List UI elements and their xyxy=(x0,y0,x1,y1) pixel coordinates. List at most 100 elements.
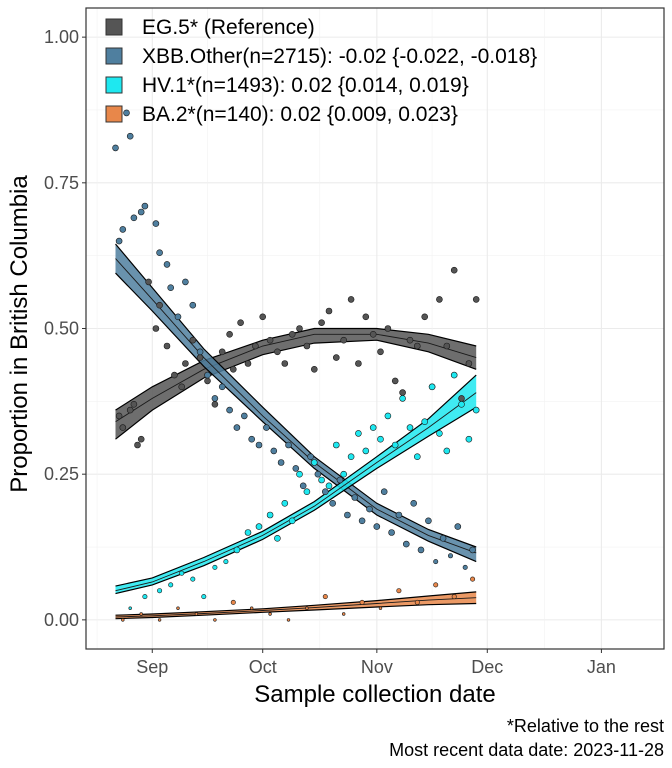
series-1-data-point xyxy=(351,494,359,501)
series-0-data-point xyxy=(237,319,244,327)
y-tick-label: 0.25 xyxy=(44,464,79,484)
series-1-data-point xyxy=(344,511,351,519)
x-tick-label: Dec xyxy=(471,657,503,677)
series-3-data-point xyxy=(213,618,217,622)
x-tick-label: Oct xyxy=(249,657,277,677)
series-1-data-point xyxy=(299,482,307,490)
series-0-data-point xyxy=(266,336,274,344)
caption-data-date: Most recent data date: 2023-11-28 xyxy=(389,740,664,760)
series-2-data-point xyxy=(223,559,229,565)
y-axis-title: Proportion in British Columbia xyxy=(6,175,33,493)
series-2-data-point xyxy=(362,447,370,455)
series-2-data-point xyxy=(450,371,458,379)
series-1-data-point xyxy=(241,412,248,420)
series-3-fit-line xyxy=(115,597,477,618)
series-1-data-point xyxy=(248,435,255,443)
x-axis-title: Sample collection date xyxy=(254,681,495,708)
series-1-data-point xyxy=(321,488,329,496)
series-1-data-point xyxy=(123,109,130,117)
legend-swatch xyxy=(105,47,123,65)
series-3-data-point xyxy=(121,618,125,622)
series-2-data-point xyxy=(421,418,429,426)
series-1-data-point xyxy=(115,237,123,245)
series-2-data-point xyxy=(266,511,274,519)
series-3-data-point xyxy=(451,594,457,600)
series-2-data-point xyxy=(399,395,406,402)
series-0-data-point xyxy=(178,383,185,391)
series-3-data-point xyxy=(268,612,272,616)
series-1-data-point xyxy=(410,499,418,507)
series-0-data-point xyxy=(325,307,333,315)
series-2-data-point xyxy=(384,412,392,420)
data-points xyxy=(112,109,480,622)
series-0-data-point xyxy=(318,319,325,327)
series-1-data-point xyxy=(189,301,197,309)
series-0-data-point xyxy=(288,330,296,338)
series-1-data-point xyxy=(373,523,381,530)
series-2-data-point xyxy=(212,564,218,570)
series-1-data-point xyxy=(226,406,233,414)
series-2-data-point xyxy=(332,441,340,449)
series-0-data-point xyxy=(211,400,219,408)
series-0-data-point xyxy=(281,360,289,367)
series-2-fit-line xyxy=(115,392,477,592)
series-1-data-point xyxy=(119,226,127,233)
series-2-data-point xyxy=(288,517,296,525)
legend-label: HV.1*(n=1493): 0.02 {0.014, 0.019} xyxy=(142,74,469,97)
series-1-data-point xyxy=(218,383,226,391)
series-3-data-point xyxy=(139,612,143,616)
series-0-data-point xyxy=(377,348,384,356)
series-1-data-point xyxy=(196,348,204,356)
series-0-data-point xyxy=(126,406,134,414)
series-1-data-point xyxy=(454,523,462,530)
series-0-data-point xyxy=(340,336,348,344)
series-0-data-point xyxy=(421,313,429,321)
series-3-data-point xyxy=(396,588,402,594)
series-3-data-point xyxy=(322,594,328,600)
series-1-data-point xyxy=(204,371,211,379)
series-3-data-point xyxy=(414,599,420,605)
series-3-lower-bound-line xyxy=(115,602,477,620)
series-1-data-point xyxy=(233,424,241,431)
series-3-data-point xyxy=(470,576,476,582)
series-0-data-point xyxy=(413,342,421,350)
series-0-data-point xyxy=(218,348,226,356)
series-2-data-point xyxy=(157,588,163,594)
caption-relative-note: *Relative to the rest xyxy=(507,716,664,736)
series-1-data-point xyxy=(130,214,138,222)
legend: EG.5* (Reference) XBB.Other(n=2715): -0.0… xyxy=(105,16,537,126)
series-2-data-point xyxy=(318,476,325,484)
series-0-data-point xyxy=(156,301,163,309)
series-2-data-point xyxy=(458,400,465,408)
legend-swatch xyxy=(105,105,123,123)
series-0-data-point xyxy=(465,360,473,367)
series-1-data-point xyxy=(329,499,337,507)
series-1-data-point xyxy=(395,511,403,519)
series-1-data-point xyxy=(402,540,410,548)
series-1-upper-bound-line xyxy=(115,243,477,548)
series-1-data-point xyxy=(112,144,119,152)
series-2-data-point xyxy=(255,523,263,530)
legend-swatch xyxy=(105,76,123,94)
series-3-data-point xyxy=(359,599,365,605)
series-3-data-point xyxy=(194,612,199,616)
legend-label: XBB.Other(n=2715): -0.02 {-0.022, -0.018… xyxy=(142,45,537,68)
series-2-data-point xyxy=(201,594,207,600)
series-1-data-point xyxy=(336,476,344,484)
series-2-data-point xyxy=(325,482,333,490)
series-0-data-point xyxy=(163,342,171,350)
series-1-data-point xyxy=(270,447,278,455)
series-0-data-point xyxy=(458,395,465,402)
series-0-data-point xyxy=(406,336,414,344)
series-1-data-point xyxy=(182,278,189,286)
series-2-lower-bound-line xyxy=(115,406,477,595)
series-2-data-point xyxy=(281,499,289,507)
series-2-data-point xyxy=(413,453,421,461)
series-0-data-point xyxy=(171,371,178,379)
series-1-data-point xyxy=(152,220,160,227)
series-0-data-point xyxy=(226,330,233,338)
series-0-data-point xyxy=(362,313,370,321)
series-1-data-point xyxy=(167,284,174,292)
series-1-data-point xyxy=(358,517,366,525)
series-0-data-point xyxy=(384,325,392,332)
